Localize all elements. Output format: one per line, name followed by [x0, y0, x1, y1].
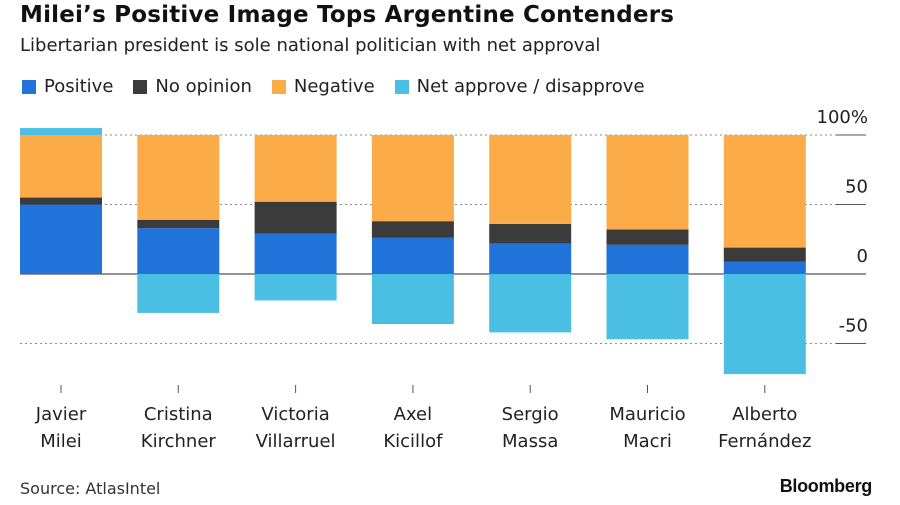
bar-net — [606, 274, 689, 340]
x-category-label: Mauricio Macri — [609, 404, 685, 452]
x-category-label-line: Villarruel — [256, 431, 336, 452]
x-category-label-line: Macri — [623, 431, 672, 452]
x-category-label-line: Milei — [40, 431, 82, 452]
bar-no-opinion — [606, 229, 689, 245]
bar-negative — [20, 135, 102, 198]
x-category-label-line: Victoria — [261, 404, 329, 425]
bar-no-opinion — [371, 221, 454, 238]
bar-positive — [723, 261, 806, 274]
bar-positive — [606, 244, 689, 274]
x-category-label-line: Javier — [35, 404, 87, 425]
bar-positive — [20, 204, 102, 274]
x-category-label: Cristina Kirchner — [141, 404, 217, 452]
legend-item-positive: Positive — [22, 76, 113, 97]
bar-negative — [723, 135, 806, 248]
x-category-label-line: Sergio — [502, 404, 559, 425]
bar-positive — [489, 243, 572, 274]
legend: Positive No opinion Negative Net approve… — [22, 76, 665, 97]
bar-positive — [137, 228, 220, 274]
y-tick-label: 0 — [857, 246, 868, 267]
x-category-label: Sergio Massa — [502, 404, 559, 452]
bar-no-opinion — [723, 247, 806, 262]
bar-negative — [137, 135, 220, 220]
x-category-label: Javier Milei — [35, 404, 87, 452]
legend-item-negative: Negative — [271, 76, 375, 97]
bar-negative — [371, 135, 454, 222]
x-category-label-line: Kicillof — [383, 431, 443, 452]
chart-title: Milei’s Positive Image Tops Argentine Co… — [20, 2, 675, 28]
x-category-label-line: Axel — [394, 404, 433, 425]
legend-swatch-net — [394, 79, 409, 94]
bar-negative — [254, 135, 337, 202]
bar-net — [20, 128, 102, 135]
legend-swatch-no-opinion — [133, 79, 148, 94]
y-tick-label: 100% — [817, 107, 868, 128]
bar-net — [723, 274, 806, 375]
y-tick-label: -50 — [839, 316, 868, 337]
bar-negative — [489, 135, 572, 224]
x-category-label-line: Cristina — [144, 404, 213, 425]
x-category-label: Victoria Villarruel — [256, 404, 336, 452]
legend-item-no-opinion: No opinion — [133, 76, 252, 97]
x-category-label-line: Massa — [502, 431, 558, 452]
legend-label-net: Net approve / disapprove — [416, 76, 645, 97]
bar-net — [254, 274, 337, 301]
bar-no-opinion — [137, 219, 220, 229]
legend-label-negative: Negative — [293, 76, 375, 97]
legend-label-positive: Positive — [44, 76, 114, 97]
bar-positive — [254, 233, 337, 274]
x-category-label: Alberto Fernández — [718, 404, 811, 452]
x-category-label-line: Mauricio — [609, 404, 685, 425]
chart-subtitle: Libertarian president is sole national p… — [20, 35, 601, 56]
source-note: Source: AtlasIntel — [20, 479, 161, 498]
bar-positive — [371, 237, 454, 274]
bar-no-opinion — [20, 197, 102, 205]
legend-swatch-negative — [271, 79, 286, 94]
x-category-label: Axel Kicillof — [383, 404, 443, 452]
legend-item-net: Net approve / disapprove — [394, 76, 645, 97]
x-category-label-line: Fernández — [718, 431, 811, 452]
bloomberg-logo: Bloomberg — [779, 476, 873, 496]
x-category-label-line: Kirchner — [141, 431, 217, 452]
bar-net — [371, 274, 454, 325]
bar-no-opinion — [489, 223, 572, 244]
x-category-label-line: Alberto — [732, 404, 797, 425]
bar-net — [489, 274, 572, 333]
legend-swatch-positive — [22, 79, 36, 94]
bar-negative — [606, 135, 689, 230]
legend-label-no-opinion: No opinion — [155, 76, 252, 97]
bar-no-opinion — [254, 201, 337, 234]
y-tick-label: 50 — [845, 177, 868, 198]
bar-net — [137, 274, 220, 313]
